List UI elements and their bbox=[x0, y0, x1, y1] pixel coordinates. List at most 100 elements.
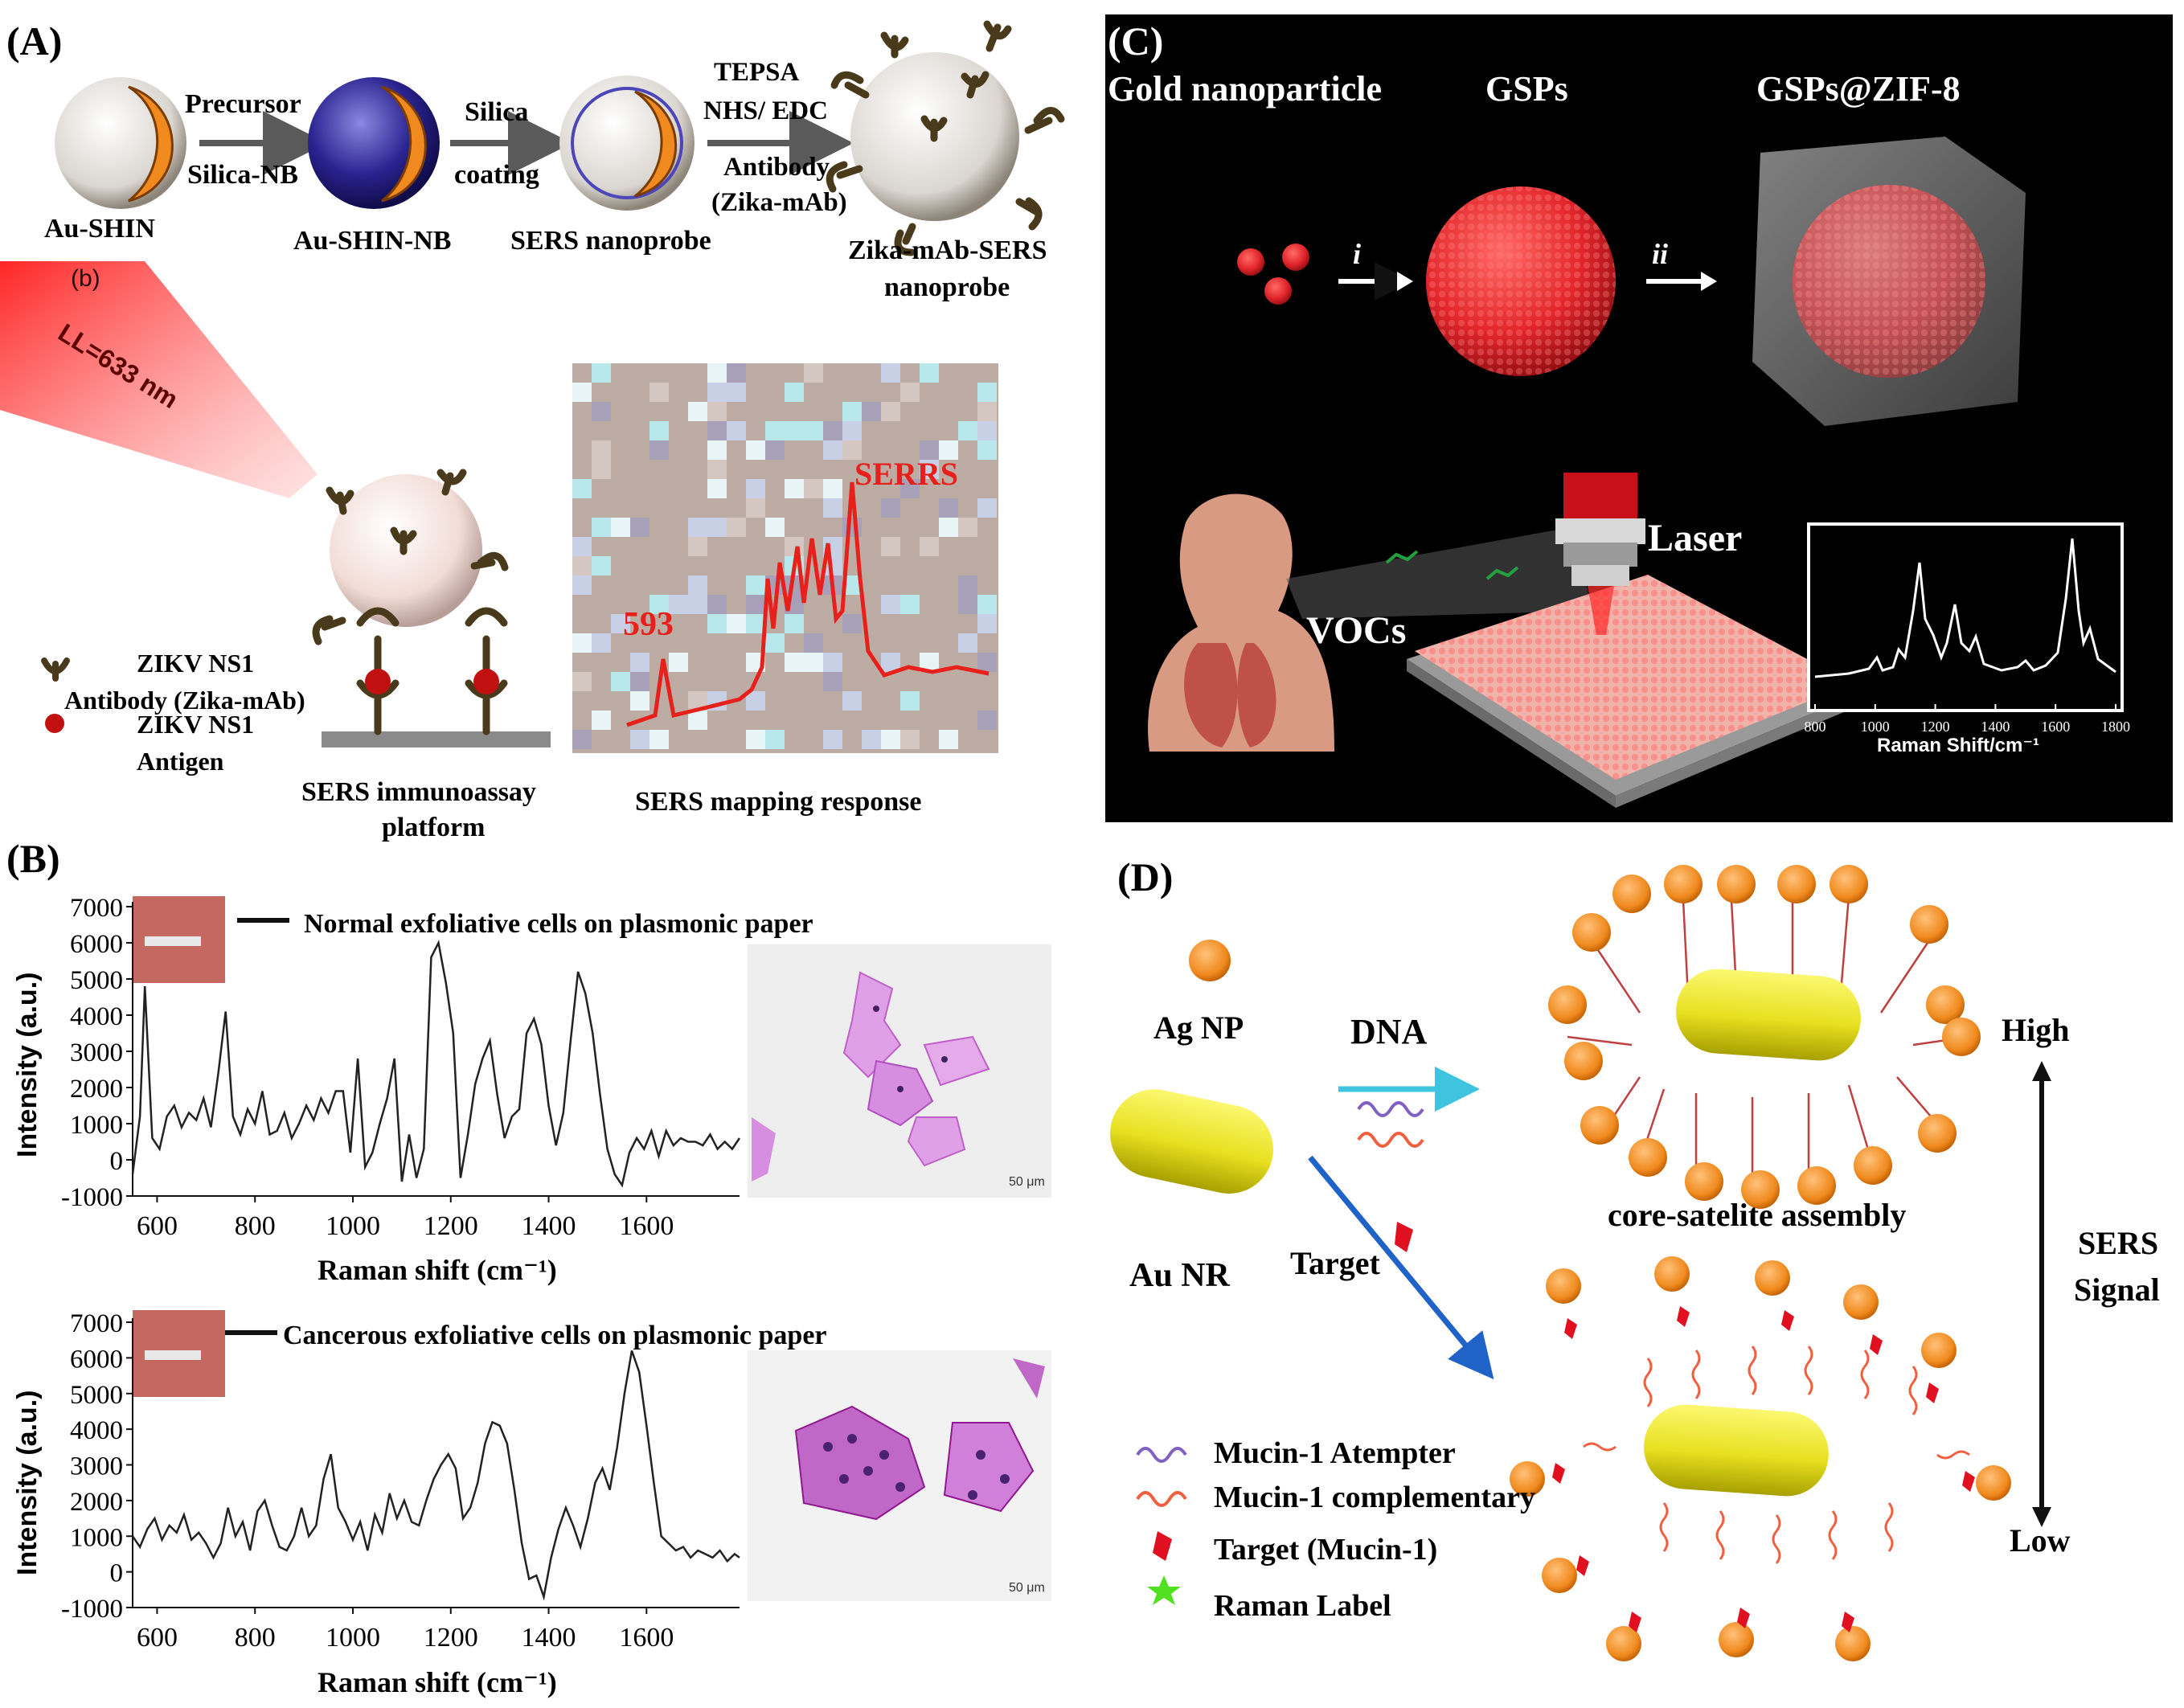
map-tile bbox=[592, 363, 611, 383]
map-tile bbox=[977, 614, 997, 633]
map-tile bbox=[649, 440, 669, 460]
cancer-xtick-label: 1000 bbox=[326, 1623, 380, 1653]
panel-b-label: (B) bbox=[6, 836, 60, 881]
cancer-ytick-label: 2000 bbox=[70, 1488, 123, 1517]
map-tile bbox=[862, 518, 881, 537]
map-tile bbox=[592, 498, 611, 518]
map-tile bbox=[900, 383, 920, 402]
map-tile bbox=[823, 633, 842, 653]
map-tile bbox=[842, 691, 862, 711]
map-tile bbox=[611, 730, 630, 749]
arrow-3-line2: NHS/ EDC bbox=[703, 96, 828, 125]
target-arrow bbox=[1308, 1155, 1494, 1380]
normal-ytick-label: 0 bbox=[110, 1147, 124, 1176]
human-lungs-illustration bbox=[1148, 494, 1334, 752]
map-tile bbox=[592, 518, 611, 537]
map-tile bbox=[746, 479, 765, 498]
inset-xtick-label: 1800 bbox=[2101, 719, 2130, 735]
cancer-xtick-label: 1200 bbox=[424, 1623, 478, 1653]
au-shin-particle bbox=[55, 77, 186, 209]
map-tile bbox=[649, 595, 669, 614]
map-tile bbox=[958, 498, 977, 518]
map-tile bbox=[920, 440, 939, 460]
map-tile bbox=[881, 363, 900, 383]
laser-beam bbox=[0, 261, 318, 498]
step-i-label: i bbox=[1353, 238, 1361, 270]
map-tile bbox=[862, 498, 881, 518]
target-marker bbox=[1395, 1222, 1413, 1252]
map-tile bbox=[958, 440, 977, 460]
serrs-spectrum bbox=[626, 481, 990, 727]
zika-nanoprobe-particle bbox=[826, 20, 1065, 256]
map-tile bbox=[707, 363, 727, 383]
gsps-zif-label: GSPs@ZIF-8 bbox=[1756, 69, 1961, 109]
map-tile bbox=[592, 711, 611, 730]
panel-a-label: (A) bbox=[6, 18, 62, 63]
map-tile bbox=[572, 730, 592, 749]
normal-legend: Normal exfoliative cells on plasmonic pa… bbox=[304, 909, 813, 939]
map-tile bbox=[707, 614, 727, 633]
map-tile bbox=[804, 691, 823, 711]
map-tile bbox=[649, 730, 669, 749]
map-tile bbox=[920, 363, 939, 383]
map-tile bbox=[842, 614, 862, 633]
map-tile bbox=[881, 595, 900, 614]
map-tile bbox=[881, 730, 900, 749]
au-nr-label: Au NR bbox=[1129, 1257, 1231, 1294]
map-tile bbox=[977, 595, 997, 614]
normal-xtick-label: 800 bbox=[235, 1211, 276, 1241]
map-tile bbox=[592, 402, 611, 421]
map-tile bbox=[862, 537, 881, 556]
map-tile bbox=[611, 518, 630, 537]
antibody-legend: ZIKV NS1 Antibody (Zika-mAb) bbox=[41, 649, 305, 715]
map-tile bbox=[746, 498, 765, 518]
cancer-xtick-label: 800 bbox=[235, 1623, 276, 1653]
legend-aptamer: Mucin-1 Atempter bbox=[1214, 1436, 1456, 1470]
sers-nanoprobe-particle bbox=[559, 76, 695, 211]
map-tile bbox=[630, 691, 649, 711]
map-tile bbox=[649, 402, 669, 421]
map-tile bbox=[669, 498, 688, 518]
map-tile bbox=[862, 730, 881, 749]
sers-nanoprobe-label: SERS nanoprobe bbox=[510, 226, 711, 256]
map-tile bbox=[804, 711, 823, 730]
arrow-1-top-label: Precursor bbox=[185, 89, 301, 119]
normal-ytick-label: 1000 bbox=[70, 1111, 123, 1140]
map-tile bbox=[823, 672, 842, 691]
normal-ytick-label: 7000 bbox=[70, 894, 123, 923]
map-tile bbox=[977, 575, 997, 595]
map-tile bbox=[785, 479, 804, 498]
map-tile bbox=[823, 479, 842, 498]
platform-caption-2: platform bbox=[382, 813, 485, 842]
sers-mapping-image: 593 SERRS bbox=[572, 363, 998, 753]
map-tile bbox=[900, 479, 920, 498]
map-tile bbox=[707, 402, 727, 421]
low-label: Low bbox=[2010, 1522, 2071, 1558]
map-tile bbox=[977, 383, 997, 402]
cancer-ytick-label: 1000 bbox=[70, 1523, 123, 1552]
map-tile bbox=[727, 460, 746, 479]
map-tile bbox=[765, 730, 785, 749]
panel-d: (D) Ag NP DNA Au NR Target bbox=[1110, 854, 2160, 1661]
normal-ytick-label: 5000 bbox=[70, 966, 123, 995]
map-tile bbox=[765, 498, 785, 518]
map-tile bbox=[804, 479, 823, 498]
high-label: High bbox=[2002, 1012, 2069, 1048]
platform-caption-1: SERS immunoassay bbox=[301, 777, 536, 807]
antigen-stars bbox=[365, 669, 499, 694]
map-tile bbox=[823, 421, 842, 440]
cancer-ytick-label: 6000 bbox=[70, 1345, 123, 1374]
cancer-ytick-label: 4000 bbox=[70, 1416, 123, 1445]
map-tile bbox=[958, 595, 977, 614]
map-tile bbox=[611, 614, 630, 633]
map-tile bbox=[881, 498, 900, 518]
signal-label-2: Signal bbox=[2074, 1272, 2160, 1308]
immunoassay-surface bbox=[322, 607, 551, 748]
map-tile bbox=[572, 575, 592, 595]
map-tile bbox=[572, 537, 592, 556]
cancer-xtick-label: 600 bbox=[137, 1623, 178, 1653]
map-tile bbox=[958, 633, 977, 653]
map-tile bbox=[900, 595, 920, 614]
map-tile bbox=[977, 421, 997, 440]
map-tile bbox=[746, 440, 765, 460]
